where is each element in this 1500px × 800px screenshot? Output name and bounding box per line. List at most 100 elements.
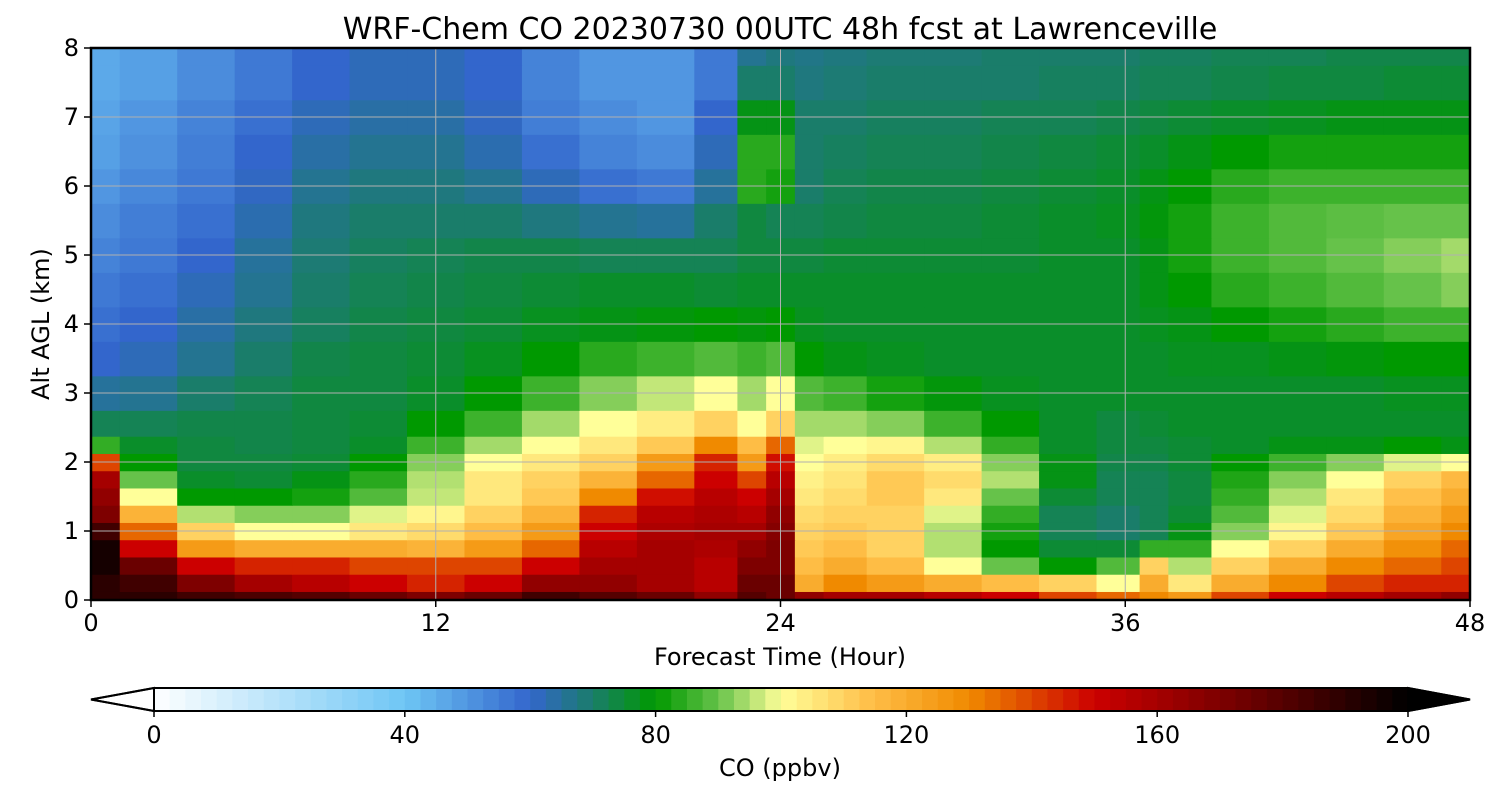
heatmap-cell bbox=[1139, 341, 1169, 377]
heatmap-cell bbox=[119, 203, 178, 239]
heatmap-cell bbox=[91, 203, 121, 239]
heatmap-cell bbox=[1211, 505, 1270, 523]
heatmap-cell bbox=[349, 556, 408, 575]
heatmap-cell bbox=[981, 48, 1040, 66]
colorbar-segment bbox=[1016, 688, 1033, 711]
heatmap-cell bbox=[119, 134, 178, 170]
heatmap-cell bbox=[1139, 410, 1169, 437]
heatmap-cell bbox=[1326, 48, 1385, 66]
heatmap-cell bbox=[119, 591, 178, 601]
heatmap-cell bbox=[119, 48, 178, 66]
heatmap-cell bbox=[981, 487, 1040, 506]
heatmap-cell bbox=[521, 539, 580, 558]
heatmap-cell bbox=[349, 272, 408, 308]
heatmap-cell bbox=[1096, 65, 1141, 101]
colorbar-segment bbox=[608, 688, 625, 711]
heatmap-cell bbox=[1168, 272, 1213, 308]
heatmap-cell bbox=[119, 410, 178, 437]
colorbar-segment bbox=[828, 688, 845, 711]
heatmap-cell bbox=[579, 470, 638, 489]
heatmap-cell bbox=[1268, 203, 1327, 239]
heatmap-cell bbox=[924, 272, 983, 308]
colorbar-segment bbox=[718, 688, 735, 711]
heatmap-cell bbox=[737, 341, 767, 377]
heatmap-cell bbox=[234, 410, 293, 437]
heatmap-cell bbox=[737, 470, 767, 489]
y-tick-label: 6 bbox=[64, 172, 79, 200]
heatmap-cell bbox=[234, 203, 293, 239]
colorbar-segment bbox=[483, 688, 500, 711]
heatmap-cell bbox=[521, 556, 580, 575]
heatmap-cell bbox=[521, 436, 580, 454]
heatmap-cell bbox=[924, 556, 983, 575]
heatmap-cell bbox=[579, 134, 638, 170]
heatmap-cell bbox=[1268, 591, 1327, 601]
heatmap-cell bbox=[521, 574, 580, 592]
heatmap-cell bbox=[464, 487, 523, 506]
heatmap-cell bbox=[981, 134, 1040, 170]
colorbar-tick-label: 160 bbox=[1134, 721, 1180, 749]
colorbar-segment bbox=[310, 688, 327, 711]
heatmap-cell bbox=[1139, 556, 1169, 575]
heatmap-cell bbox=[1211, 272, 1270, 308]
heatmap-cell bbox=[1096, 470, 1141, 489]
heatmap-cell bbox=[579, 48, 638, 66]
colorbar-segment bbox=[1376, 688, 1393, 711]
colorbar-segment bbox=[984, 688, 1001, 711]
heatmap-cell bbox=[177, 272, 236, 308]
colorbar-segment bbox=[781, 688, 798, 711]
heatmap-cell bbox=[737, 487, 767, 506]
heatmap-cell bbox=[1383, 556, 1442, 575]
heatmap-cell bbox=[737, 272, 767, 308]
heatmap-cell bbox=[91, 505, 121, 523]
colorbar-segment bbox=[404, 688, 421, 711]
colorbar: 0 40 80 120 160 200 bbox=[90, 686, 1471, 749]
heatmap-cell bbox=[866, 134, 925, 170]
heatmap-cell bbox=[1326, 539, 1385, 558]
heatmap-cell bbox=[924, 470, 983, 489]
colorbar-segment bbox=[624, 688, 641, 711]
heatmap-cell bbox=[579, 574, 638, 592]
heatmap-cell bbox=[794, 272, 825, 308]
colorbar-segment bbox=[1282, 688, 1299, 711]
colorbar-segment bbox=[765, 688, 782, 711]
heatmap-cell bbox=[464, 341, 523, 377]
colorbar-segment bbox=[1078, 688, 1095, 711]
heatmap-cell bbox=[1096, 341, 1141, 377]
colorbar-segment bbox=[1219, 688, 1237, 711]
heatmap-cell bbox=[866, 505, 925, 523]
heatmap-cell bbox=[177, 134, 236, 170]
heatmap-cell bbox=[1168, 410, 1213, 437]
heatmap-cell bbox=[794, 591, 825, 601]
heatmap-cell bbox=[866, 574, 925, 592]
heatmap-cell bbox=[1039, 470, 1098, 489]
heatmap-cell bbox=[981, 65, 1040, 101]
heatmap-cell bbox=[1096, 574, 1141, 592]
colorbar-segment bbox=[545, 688, 563, 711]
heatmap-cell bbox=[823, 272, 868, 308]
heatmap-cell bbox=[91, 436, 121, 454]
heatmap-cell bbox=[694, 487, 739, 506]
heatmap-cell bbox=[177, 341, 236, 377]
heatmap-cell bbox=[91, 65, 121, 101]
heatmap-cell bbox=[866, 436, 925, 454]
colorbar-segment bbox=[1094, 688, 1111, 711]
heatmap-cell bbox=[1211, 470, 1270, 489]
heatmap-cell bbox=[292, 48, 351, 66]
heatmap-cell bbox=[1441, 134, 1471, 170]
heatmap-cell bbox=[292, 436, 351, 454]
heatmap-cell bbox=[1326, 574, 1385, 592]
heatmap-cell bbox=[579, 487, 638, 506]
colorbar-segment bbox=[1298, 688, 1315, 711]
heatmap-cell bbox=[1139, 48, 1169, 66]
heatmap-cell bbox=[521, 470, 580, 489]
heatmap-cell bbox=[981, 341, 1040, 377]
heatmap-cell bbox=[464, 410, 523, 437]
heatmap-cell bbox=[636, 134, 695, 170]
heatmap-cell bbox=[1096, 539, 1141, 558]
colorbar-segment bbox=[185, 688, 202, 711]
heatmap-cell bbox=[1039, 505, 1098, 523]
heatmap-cell bbox=[1326, 341, 1385, 377]
heatmap-cell bbox=[91, 487, 121, 506]
heatmap-cell bbox=[464, 65, 523, 101]
